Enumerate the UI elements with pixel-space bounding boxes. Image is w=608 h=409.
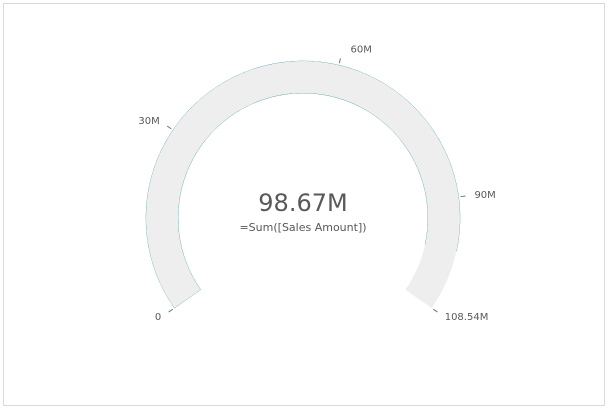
tick-label: 108.54M xyxy=(445,312,489,323)
tick-mark xyxy=(338,58,341,64)
tick-label: 90M xyxy=(474,190,495,201)
tick-mark xyxy=(168,308,174,313)
gauge-track xyxy=(146,61,460,309)
tick-mark xyxy=(460,195,466,198)
measure-label: =Sum([Sales Amount]) xyxy=(239,221,366,234)
tick-label: 0 xyxy=(155,312,161,323)
tick-mark xyxy=(166,125,172,130)
tick-label: 60M xyxy=(350,45,371,56)
tick-mark xyxy=(432,308,438,313)
gauge-value: 98.67M xyxy=(258,189,347,217)
tick-label: 30M xyxy=(138,116,159,127)
